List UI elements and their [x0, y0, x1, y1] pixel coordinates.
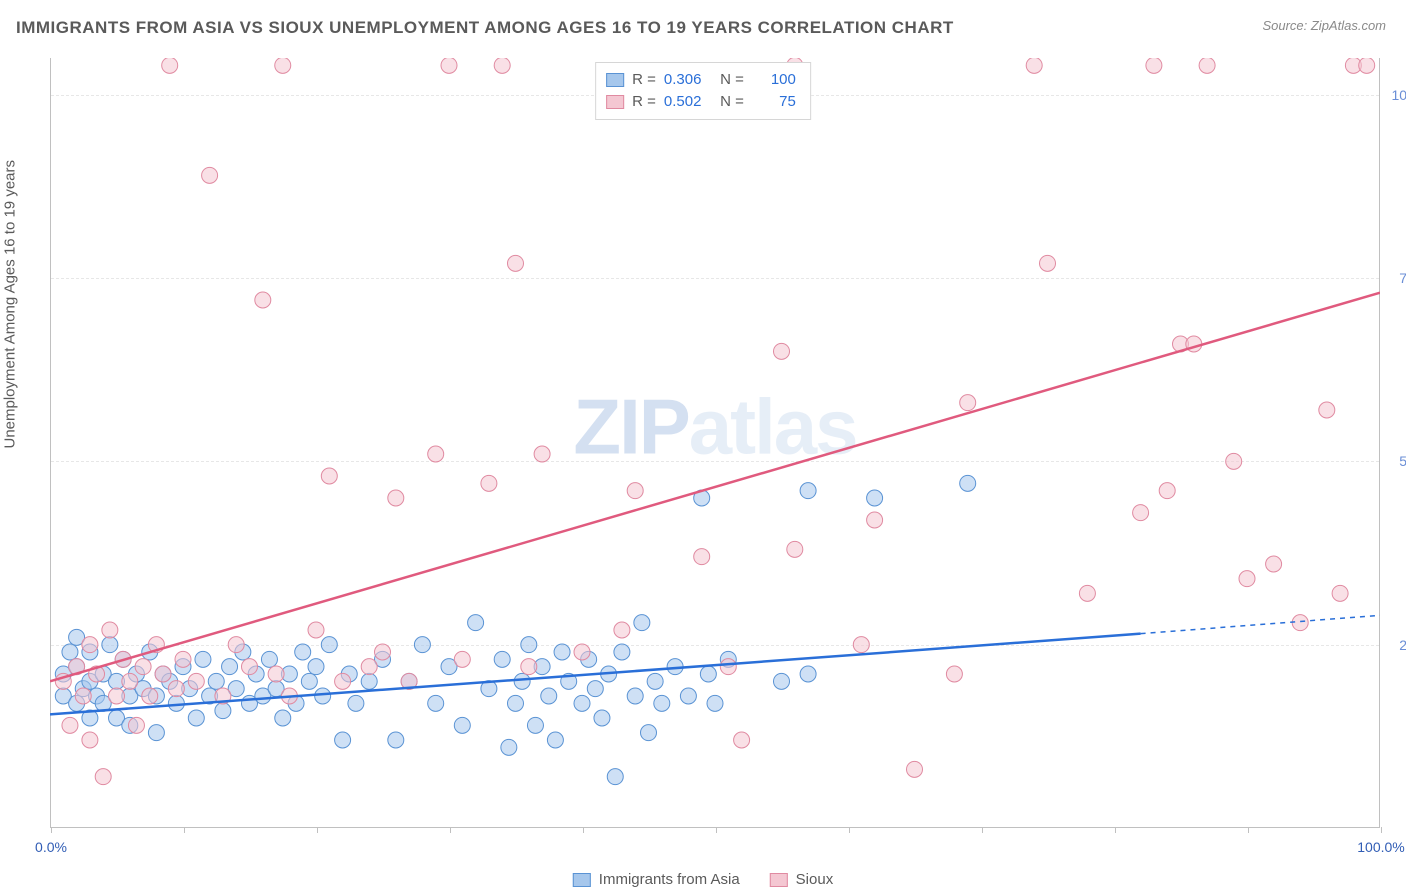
- legend-swatch: [573, 873, 591, 887]
- x-tick: [184, 827, 185, 833]
- legend-item: Immigrants from Asia: [573, 871, 740, 888]
- x-tick: [849, 827, 850, 833]
- legend-label: Immigrants from Asia: [599, 871, 740, 888]
- x-tick: [716, 827, 717, 833]
- x-tick-label: 100.0%: [1357, 839, 1404, 855]
- series-legend: Immigrants from Asia Sioux: [573, 871, 833, 888]
- legend-stat-row: R = 0.306 N = 100: [606, 69, 796, 91]
- chart-title: IMMIGRANTS FROM ASIA VS SIOUX UNEMPLOYME…: [16, 18, 954, 38]
- y-tick-label: 50.0%: [1384, 453, 1406, 469]
- x-tick: [450, 827, 451, 833]
- watermark: ZIPatlas: [573, 382, 856, 473]
- stat-r-label: R =: [632, 91, 656, 113]
- legend-label: Sioux: [796, 871, 834, 888]
- watermark-bold: ZIP: [573, 383, 688, 471]
- stat-n-value: 75: [752, 91, 796, 113]
- gridline: [51, 278, 1379, 279]
- plot-area: ZIPatlas 25.0%50.0%75.0%100.0%0.0%100.0%: [50, 58, 1380, 828]
- legend-stat-row: R = 0.502 N = 75: [606, 91, 796, 113]
- x-tick: [317, 827, 318, 833]
- x-tick: [1381, 827, 1382, 833]
- x-tick: [1115, 827, 1116, 833]
- stat-n-value: 100: [752, 69, 796, 91]
- x-tick-label: 0.0%: [35, 839, 67, 855]
- legend-swatch: [770, 873, 788, 887]
- x-tick: [982, 827, 983, 833]
- gridline: [51, 461, 1379, 462]
- y-tick-label: 75.0%: [1384, 270, 1406, 286]
- watermark-light: atlas: [689, 383, 857, 471]
- legend-swatch: [606, 73, 624, 87]
- x-tick: [51, 827, 52, 833]
- chart-container: IMMIGRANTS FROM ASIA VS SIOUX UNEMPLOYME…: [0, 0, 1406, 892]
- y-tick-label: 25.0%: [1384, 637, 1406, 653]
- source-label: Source: ZipAtlas.com: [1262, 18, 1386, 33]
- stats-legend: R = 0.306 N = 100 R = 0.502 N = 75: [595, 62, 811, 120]
- stat-r-label: R =: [632, 69, 656, 91]
- y-axis-label: Unemployment Among Ages 16 to 19 years: [2, 160, 19, 449]
- y-tick-label: 100.0%: [1384, 87, 1406, 103]
- stat-n-label: N =: [716, 91, 744, 113]
- x-tick: [1248, 827, 1249, 833]
- gridline: [51, 645, 1379, 646]
- stat-n-label: N =: [716, 69, 744, 91]
- legend-item: Sioux: [770, 871, 834, 888]
- stat-r-value: 0.306: [664, 69, 708, 91]
- legend-swatch: [606, 95, 624, 109]
- x-tick: [583, 827, 584, 833]
- stat-r-value: 0.502: [664, 91, 708, 113]
